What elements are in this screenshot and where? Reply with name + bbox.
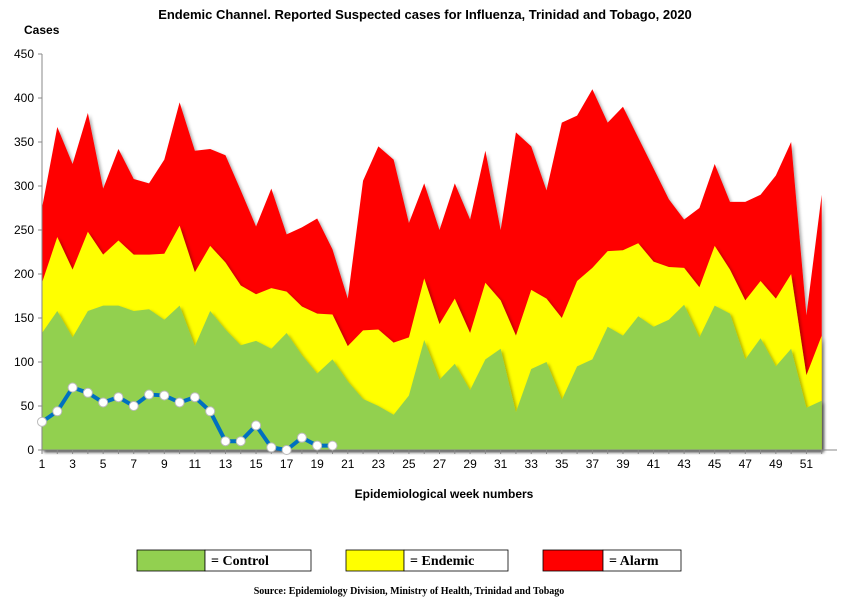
legend-label-control: = Control [211, 554, 269, 569]
reported-point [235, 436, 246, 447]
x-tick-label: 3 [69, 457, 76, 471]
x-tick-label: 27 [433, 457, 447, 471]
legend-swatch-control [136, 549, 206, 572]
x-tick-label: 29 [463, 457, 477, 471]
x-tick-label: 23 [372, 457, 386, 471]
y-tick-label: 200 [14, 267, 34, 281]
x-tick-labels: 1 3 5 7 9 11 13 15 17 19 21 23 25 27 29 31 33 35 37 39 41 43 4… [39, 450, 823, 471]
x-tick-label: 43 [677, 457, 691, 471]
source-note: Source: Epidemiology Division, Ministry … [254, 586, 565, 597]
x-tick-label: 17 [280, 457, 294, 471]
reported-point [327, 440, 338, 451]
x-tick-label: 49 [769, 457, 783, 471]
x-tick-label: 15 [249, 457, 263, 471]
x-tick-label: 33 [525, 457, 539, 471]
legend-swatch-alarm [542, 549, 604, 572]
reported-point [37, 416, 47, 427]
reported-point [205, 406, 216, 417]
reported-point [174, 397, 185, 408]
x-tick-label: 21 [341, 457, 355, 471]
x-tick-label: 37 [586, 457, 600, 471]
y-tick-label: 150 [14, 311, 34, 325]
legend-item-endemic: = Endemic [345, 549, 509, 572]
reported-cases-series [37, 382, 338, 455]
x-tick-label: 47 [739, 457, 753, 471]
y-tick-label: 450 [14, 47, 34, 61]
x-tick-label: 25 [402, 457, 416, 471]
y-tick-label: 250 [14, 223, 34, 237]
y-tick-label: 0 [27, 443, 34, 457]
x-tick-label: 9 [161, 457, 168, 471]
x-tick-label: 13 [219, 457, 233, 471]
x-tick-label: 45 [708, 457, 722, 471]
y-axis-label: Cases [24, 23, 60, 37]
reported-point [67, 382, 78, 393]
x-tick-label: 31 [494, 457, 508, 471]
y-tick-label: 100 [14, 355, 34, 369]
reported-point [98, 397, 109, 408]
x-tick-label: 35 [555, 457, 569, 471]
x-tick-label: 11 [189, 457, 202, 471]
reported-point [189, 392, 200, 403]
reported-point [82, 387, 93, 398]
x-axis-label: Epidemiological week numbers [355, 487, 534, 501]
reported-point [312, 440, 323, 451]
legend-box-alarm [602, 549, 682, 572]
reported-point [281, 445, 292, 455]
y-tick-label: 400 [14, 91, 34, 105]
area-layers [42, 89, 822, 450]
legend-box-control [204, 549, 312, 572]
reported-point [296, 432, 307, 443]
x-tick-label: 41 [647, 457, 661, 471]
y-tick-labels: 0 50 100 150 200 250 300 350 400 450 [14, 47, 42, 457]
x-tick-label: 19 [311, 457, 325, 471]
reported-point [220, 436, 231, 447]
legend-item-control: = Control [136, 549, 312, 572]
y-tick-label: 300 [14, 179, 34, 193]
y-tick-label: 350 [14, 135, 34, 149]
x-tick-label: 7 [130, 457, 137, 471]
reported-point [128, 401, 139, 411]
x-tick-label: 51 [800, 457, 814, 471]
reported-point [159, 390, 170, 401]
x-tick-label: 39 [616, 457, 630, 471]
reported-point [251, 420, 262, 431]
reported-point [113, 392, 124, 403]
legend-label-alarm: = Alarm [609, 554, 659, 569]
reported-point [52, 406, 63, 417]
legend-label-endemic: = Endemic [410, 554, 474, 569]
reported-point [266, 442, 277, 453]
chart-title: Endemic Channel. Reported Suspected case… [158, 7, 692, 22]
legend-swatch-endemic [345, 549, 405, 572]
legend: = Control = Endemic = Alarm [136, 549, 682, 572]
area-control [42, 304, 822, 450]
x-tick-label: 5 [100, 457, 107, 471]
reported-point [144, 389, 155, 400]
legend-box-endemic [403, 549, 509, 572]
y-tick-label: 50 [21, 399, 35, 413]
legend-item-alarm: = Alarm [542, 549, 682, 572]
x-tick-label: 1 [39, 457, 46, 471]
